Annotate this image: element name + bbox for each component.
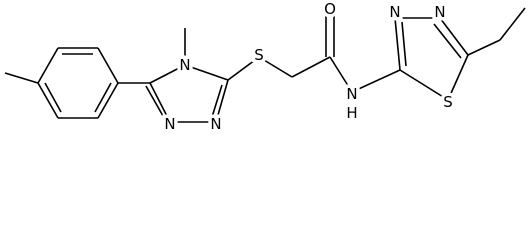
atom-label: N <box>434 3 445 21</box>
page: N N N S O N H N N S (() => { const data … <box>4 0 526 134</box>
atom-labels: N N N S O N H N N S <box>161 0 456 134</box>
bonds <box>4 7 526 123</box>
atom-label: S <box>443 93 453 111</box>
atom-label: N <box>346 85 357 103</box>
atom-label: N <box>164 115 175 133</box>
molecule: N N N S O N H N N S <box>4 0 526 134</box>
atom-label: N <box>210 115 221 133</box>
atom-label: S <box>254 46 264 64</box>
atom-label: O <box>324 0 336 18</box>
atom-label: N <box>179 56 190 74</box>
atom-label: H <box>346 104 357 122</box>
atom-label: N <box>389 3 400 21</box>
